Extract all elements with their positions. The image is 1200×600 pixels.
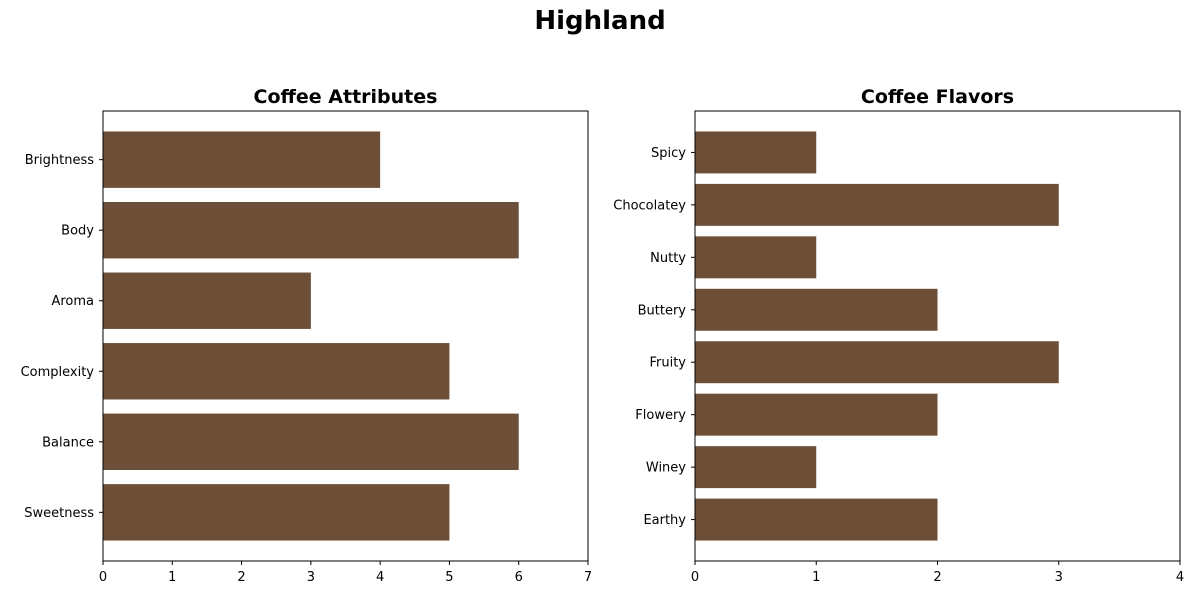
attributes-y-tick-label: Aroma <box>51 294 94 309</box>
attributes-bar-body <box>103 201 519 259</box>
flavors-y-tick-label: Winey <box>646 461 686 476</box>
flavors-chart-title: Coffee Flavors <box>861 86 1014 108</box>
attributes-bar-brightness <box>103 131 381 188</box>
flavors-bar-winey <box>695 446 817 489</box>
flavors-x-tick-label: 1 <box>812 570 820 585</box>
attributes-x-tick-label: 1 <box>168 570 176 585</box>
flavors-bar-chocolatey <box>695 183 1059 226</box>
flavors-y-tick-label: Flowery <box>635 408 686 423</box>
attributes-bar-balance <box>103 413 519 471</box>
attributes-y-tick-label: Balance <box>42 435 94 450</box>
attributes-chart-title: Coffee Attributes <box>254 86 438 108</box>
flavors-y-tick-label: Fruity <box>649 356 686 371</box>
attributes-y-tick-label: Brightness <box>25 153 94 168</box>
flavors-bar-flowery <box>695 393 938 436</box>
flavors-y-tick-label: Spicy <box>651 146 686 161</box>
flavors-bar-buttery <box>695 288 938 331</box>
attributes-x-tick-label: 5 <box>445 570 453 585</box>
attributes-x-tick-label: 3 <box>307 570 315 585</box>
flavors-bar-fruity <box>695 341 1059 384</box>
attributes-x-tick-label: 7 <box>584 570 592 585</box>
flavors-chart-panel: Coffee Flavors Spicy Chocolatey Nutty Butter… <box>613 86 1184 585</box>
flavors-x-tick-label: 0 <box>691 570 699 585</box>
attributes-x-tick-label: 2 <box>237 570 245 585</box>
attributes-axes-frame <box>102 110 589 562</box>
flavors-x-tick-label: 4 <box>1176 570 1184 585</box>
figure-title: Highland <box>534 6 666 36</box>
attributes-x-tick-label: 4 <box>376 570 384 585</box>
attributes-x-tick-label: 6 <box>515 570 523 585</box>
flavors-x-tick-label: 2 <box>933 570 941 585</box>
attributes-y-tick-label: Complexity <box>21 365 95 380</box>
flavors-y-tick-label: Buttery <box>638 303 687 318</box>
attributes-bar-aroma <box>103 272 311 329</box>
attributes-x-tick-label: 0 <box>99 570 107 585</box>
attributes-chart-panel: Coffee Attributes Brightness Body Aroma Comp… <box>21 86 593 585</box>
flavors-bar-earthy <box>695 498 938 541</box>
flavors-bar-spicy <box>695 131 817 174</box>
attributes-bar-complexity <box>103 343 450 400</box>
flavors-y-tick-label: Chocolatey <box>613 198 686 213</box>
flavors-x-tick-label: 3 <box>1055 570 1063 585</box>
attributes-y-tick-label: Sweetness <box>24 506 94 521</box>
attributes-y-tick-label: Body <box>61 224 94 239</box>
flavors-y-tick-label: Earthy <box>643 513 686 528</box>
flavors-axes-frame <box>694 110 1181 562</box>
attributes-bar-sweetness <box>103 484 450 541</box>
flavors-bar-nutty <box>695 236 817 279</box>
flavors-y-tick-label: Nutty <box>650 251 686 266</box>
